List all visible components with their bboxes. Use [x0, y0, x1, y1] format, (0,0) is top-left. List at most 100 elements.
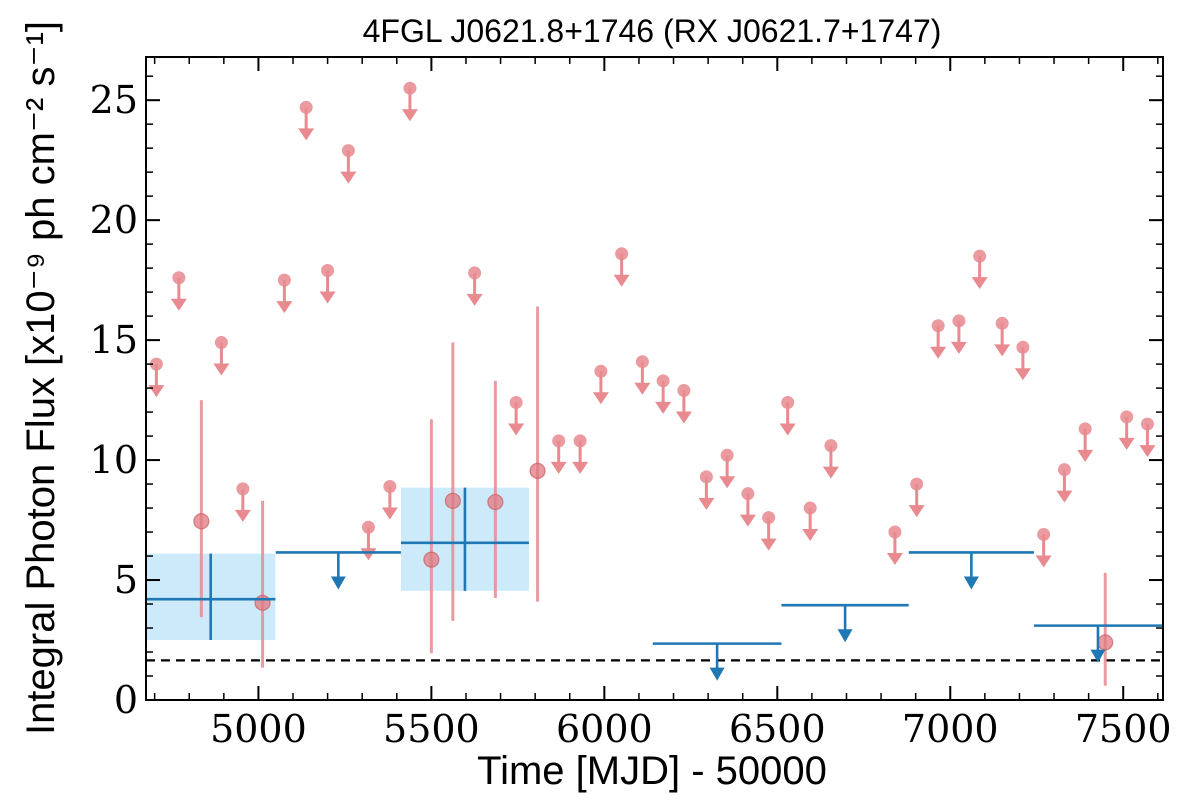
- plot-frame: [145, 56, 1164, 701]
- upper-limit-arrow: [1014, 368, 1031, 381]
- detection-point: [529, 462, 546, 479]
- upper-limit-point: [1120, 410, 1134, 424]
- upper-limit-arrow: [613, 274, 630, 287]
- upper-limit-arrow: [908, 505, 925, 518]
- upper-limit-arrow: [994, 344, 1011, 357]
- upper-limit-point: [277, 273, 291, 287]
- upper-limit-point: [1037, 527, 1051, 541]
- upper-limit-point: [656, 374, 670, 388]
- upper-limit-arrow: [401, 109, 418, 122]
- x-tick-label: 5500: [383, 707, 480, 751]
- x-axis-label: Time [MJD] - 50000: [477, 749, 827, 793]
- upper-limit-point: [403, 81, 417, 95]
- axis-ticks: 5000 5500 6000 6500 7000 7500 0 5 10 15 20 25: [90, 57, 1172, 751]
- upper-limit-point: [952, 314, 966, 328]
- upper-limit-arrow: [298, 128, 315, 141]
- long-bin-upper-limit-arrow: [1090, 649, 1106, 663]
- y-tick-label: 10: [90, 438, 138, 482]
- upper-limit-point: [781, 395, 795, 409]
- upper-limit-arrow: [634, 382, 651, 395]
- upper-limit-point: [321, 264, 335, 278]
- upper-limit-arrow: [466, 293, 483, 306]
- upper-limit-point: [931, 319, 945, 333]
- upper-limit-point: [341, 144, 355, 158]
- upper-limit-point: [720, 448, 734, 462]
- upper-limit-arrow: [739, 514, 756, 527]
- upper-limit-point: [1078, 422, 1092, 436]
- upper-limit-arrow: [719, 476, 736, 489]
- upper-limit-point: [236, 482, 250, 496]
- detection-point: [1097, 634, 1114, 651]
- upper-limit-arrow: [360, 548, 377, 561]
- x-tick-label: 5000: [210, 707, 307, 751]
- long-bin-upper-limit-arrow: [709, 667, 725, 681]
- upper-limit-point: [824, 439, 838, 453]
- plot-area: [146, 81, 1163, 686]
- upper-limit-arrow: [148, 385, 165, 398]
- upper-limit-point: [762, 511, 776, 525]
- x-tick-label: 6000: [556, 707, 653, 751]
- y-axis-label: Integral Photon Flux [x10⁻⁹ ph cm⁻² s⁻¹]: [19, 21, 63, 735]
- y-tick-label: 25: [90, 78, 138, 122]
- chart-title: 4FGL J0621.8+1746 (RX J0621.7+1747): [363, 13, 942, 49]
- y-tick-label: 0: [114, 678, 138, 722]
- upper-limit-point: [383, 479, 397, 493]
- detection-point: [254, 594, 271, 611]
- detection-point: [487, 493, 504, 511]
- upper-limit-arrow: [1139, 445, 1156, 458]
- upper-limit-point: [1016, 340, 1030, 354]
- upper-limit-point: [615, 247, 629, 261]
- upper-limit-point: [995, 316, 1009, 330]
- upper-limit-point: [149, 357, 163, 371]
- upper-limit-point: [699, 470, 713, 484]
- upper-limit-point: [741, 487, 755, 501]
- detection-point: [193, 513, 210, 530]
- upper-limit-point: [594, 364, 608, 378]
- upper-limit-point: [299, 100, 313, 114]
- long-bin-upper-limit-arrow: [963, 576, 979, 590]
- upper-limit-arrow: [340, 171, 357, 184]
- x-tick-label: 7000: [902, 707, 999, 751]
- upper-limit-arrow: [592, 392, 609, 405]
- upper-limit-point: [573, 434, 587, 448]
- long-bin-upper-limit-arrow: [837, 629, 853, 643]
- y-tick-label: 15: [90, 318, 138, 362]
- detection-point: [444, 492, 461, 509]
- upper-limit-arrow: [1056, 490, 1073, 503]
- upper-limit-arrow: [779, 423, 796, 436]
- upper-limit-arrow: [930, 346, 947, 359]
- upper-limit-arrow: [1118, 437, 1135, 450]
- y-tick-label: 5: [114, 558, 138, 602]
- long-bin-upper-limit-arrow: [330, 576, 346, 590]
- upper-limit-arrow: [381, 507, 398, 520]
- upper-limit-arrow: [1035, 555, 1052, 568]
- x-tick-label: 7500: [1075, 707, 1172, 751]
- x-tick-label: 6500: [729, 707, 826, 751]
- upper-limit-arrow: [170, 298, 187, 311]
- detection-point: [423, 551, 440, 568]
- upper-limit-point: [635, 355, 649, 369]
- upper-limit-point: [1057, 463, 1071, 477]
- upper-limit-arrow: [655, 401, 672, 414]
- upper-limit-point: [677, 383, 691, 397]
- upper-limit-arrow: [675, 411, 692, 424]
- upper-limit-arrow: [698, 497, 715, 510]
- upper-limit-point: [509, 395, 523, 409]
- upper-limit-arrow: [572, 461, 589, 474]
- upper-limit-point: [888, 525, 902, 539]
- upper-limit-arrow: [950, 341, 967, 354]
- y-tick-label: 20: [90, 198, 138, 242]
- upper-limit-arrow: [1077, 449, 1094, 462]
- upper-limit-arrow: [234, 509, 251, 522]
- upper-limit-point: [1140, 417, 1154, 431]
- upper-limit-arrow: [802, 529, 819, 542]
- upper-limit-point: [552, 434, 566, 448]
- upper-limit-point: [361, 520, 375, 534]
- upper-limit-arrow: [319, 291, 336, 304]
- upper-limit-point: [803, 501, 817, 515]
- upper-limit-arrow: [760, 538, 777, 551]
- upper-limit-point: [172, 271, 186, 285]
- upper-limit-arrow: [822, 466, 839, 479]
- upper-limit-arrow: [886, 553, 903, 566]
